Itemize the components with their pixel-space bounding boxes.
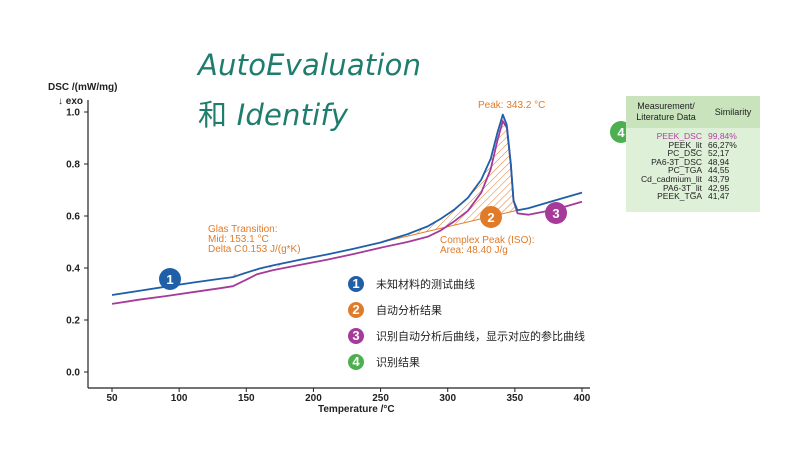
similarity-row-name: PC_TGA <box>667 165 702 176</box>
legend-item: 4 识别结果 <box>348 354 420 370</box>
similarity-row-name: PA6-3T_DSC <box>651 156 702 167</box>
series-layer <box>111 113 583 305</box>
legend-badge <box>348 328 364 344</box>
x-axis-title: Temperature /°C <box>318 404 395 415</box>
y-tick-label: 0.6 <box>66 212 80 223</box>
header-measurement: Measurement/Literature Data <box>626 101 706 123</box>
glass-annotation-line-1: Glas Transition: <box>208 224 277 235</box>
similarity-row: PEEK_TGA 41,47 <box>626 192 760 201</box>
complex-annotation-line-1: Complex Peak (ISO): <box>440 235 534 246</box>
similarity-row-value: 43,79 <box>708 174 730 184</box>
legend-label: 识别结果 <box>376 356 420 369</box>
x-tick-label: 300 <box>439 393 456 404</box>
legend-label: 自动分析结果 <box>376 303 442 317</box>
x-tick-label: 100 <box>171 393 188 404</box>
complex-annotation-line-2: Area: 48.40 J/g <box>440 245 508 256</box>
title-line-1: AutoEvaluation <box>198 48 422 82</box>
legend-badge-number: 3 <box>352 328 359 343</box>
similarity-row-value: 99,84% <box>708 131 737 141</box>
header-measurement-line-1: Measurement/ <box>637 101 695 111</box>
title-line-2-italic: Identify <box>236 98 349 132</box>
series-line-identified <box>111 120 583 305</box>
header-measurement-line-2: Literature Data <box>636 112 696 122</box>
badge-1-label: 1 <box>166 272 173 287</box>
similarity-row-value: 41,47 <box>708 191 730 202</box>
series-line-measured <box>111 113 583 296</box>
similarity-row-name: Cd_cadmium_lit <box>641 174 702 184</box>
similarity-row-value: 42,95 <box>708 182 730 193</box>
legend-badge-number: 1 <box>352 276 359 291</box>
similarity-row: PC_DSC 52,17 <box>626 149 760 158</box>
peak-annotation: Peak: 343.2 °C <box>478 100 545 111</box>
similarity-row: Cd_cadmium_lit 43,79 <box>626 175 760 184</box>
legend: 1 未知材料的测试曲线 2 自动分析结果 3 识别自动分析后曲线，显示对应的参比曲线 4 识别… <box>348 276 585 370</box>
x-tick-label: 350 <box>507 393 524 404</box>
similarity-row-name: PEEK_TGA <box>657 191 702 202</box>
similarity-row-value: 48,94 <box>708 156 730 167</box>
badge-3-label: 3 <box>552 206 559 221</box>
similarity-row-name: PC_DSC <box>667 148 702 159</box>
badge-4-label: 4 <box>617 125 625 140</box>
y-axis-title: DSC /(mW/mg) <box>48 82 117 93</box>
legend-label: 未知材料的测试曲线 <box>376 277 475 291</box>
y-tick-label: 0.0 <box>66 368 80 379</box>
badge-2-label: 2 <box>487 210 494 225</box>
y-tick-label: 0.4 <box>66 264 80 275</box>
legend-item: 3 识别自动分析后曲线，显示对应的参比曲线 <box>348 328 585 344</box>
badge-3: 3 <box>545 202 567 224</box>
legend-badge-number: 4 <box>352 354 360 369</box>
badge-1: 1 <box>159 268 181 290</box>
similarity-row: PEEK_lit 66,27% <box>626 141 760 150</box>
similarity-row: PA6-3T_lit 42,95 <box>626 184 760 193</box>
title-line-2-prefix: 和 <box>198 98 237 132</box>
glass-annotation-line-3: Delta C 0.153 J/(g*K) <box>208 244 301 255</box>
x-tick-label: 200 <box>305 393 322 404</box>
legend-item: 2 自动分析结果 <box>348 302 442 318</box>
y-ticks: 0.0 0.2 0.4 0.6 0.8 1.0 <box>66 108 88 379</box>
similarity-row-value: 66,27% <box>708 139 737 150</box>
y-tick-label: 0.2 <box>66 316 80 327</box>
y-tick-label: 0.8 <box>66 160 80 171</box>
similarity-table-header: Measurement/Literature Data Similarity <box>626 96 760 128</box>
x-tick-label: 400 <box>574 393 591 404</box>
similarity-row-value: 52,17 <box>708 148 730 159</box>
legend-badge <box>348 302 364 318</box>
badge-2: 2 <box>480 206 502 228</box>
glass-annotation-line-2: Mid: 153.1 °C <box>208 234 269 245</box>
title-line-2: 和 Identify <box>198 92 348 134</box>
similarity-row-name: PEEK_lit <box>668 139 702 150</box>
legend-label: 识别自动分析后曲线，显示对应的参比曲线 <box>376 329 585 343</box>
x-tick-label: 50 <box>106 393 118 404</box>
legend-badge-number: 2 <box>352 302 359 317</box>
similarity-row-name: PEEK_DSC <box>656 131 702 141</box>
similarity-row: PC_TGA 44,55 <box>626 166 760 175</box>
header-similarity: Similarity <box>714 107 752 117</box>
x-tick-label: 150 <box>238 393 255 404</box>
x-ticks: 50 100 150 200 250 300 350 400 <box>106 388 591 404</box>
similarity-row-value: 44,55 <box>708 165 730 176</box>
x-tick-label: 250 <box>372 393 389 404</box>
similarity-row: PA6-3T_DSC 48,94 <box>626 158 760 167</box>
similarity-row: PEEK_DSC 99,84% <box>626 132 760 141</box>
similarity-table: Measurement/Literature Data Similarity P… <box>626 96 760 212</box>
similarity-row-name: PA6-3T_lit <box>662 182 702 193</box>
y-tick-label: 1.0 <box>66 108 80 119</box>
legend-item: 1 未知材料的测试曲线 <box>348 276 475 292</box>
legend-badge <box>348 354 364 370</box>
exo-label: ↓ exo <box>58 96 83 107</box>
legend-badge <box>348 276 364 292</box>
